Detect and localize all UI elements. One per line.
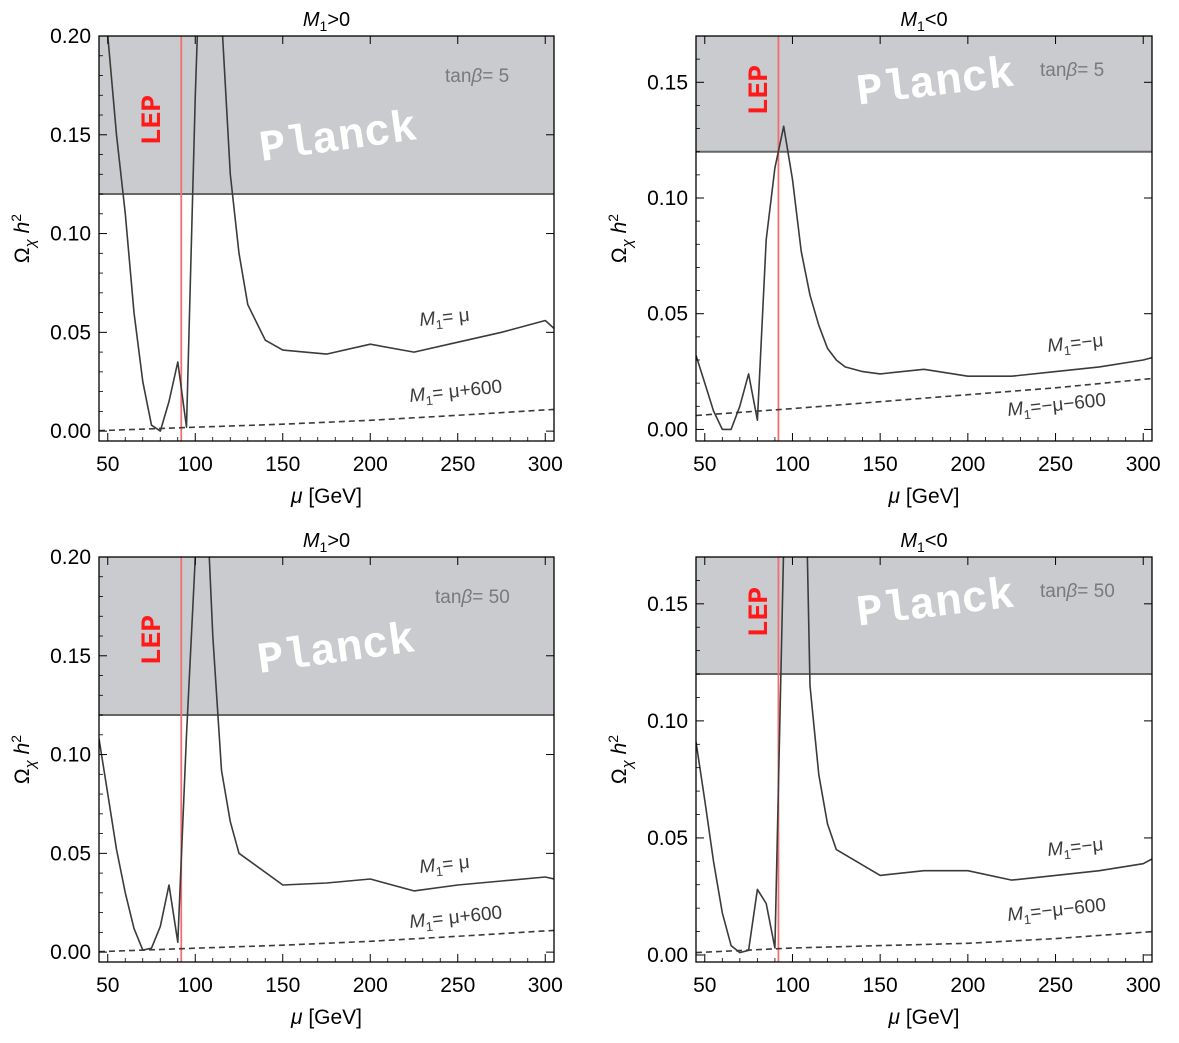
dashed-series-line xyxy=(99,929,554,953)
plot-area xyxy=(99,557,554,953)
x-tick-label: 300 xyxy=(528,453,563,476)
x-tick-label: 150 xyxy=(863,453,898,476)
y-tick-label: 0.10 xyxy=(50,223,91,246)
plot-area xyxy=(99,36,554,432)
lep-label: LEP xyxy=(138,615,169,665)
y-tick-label: 0.00 xyxy=(647,944,688,967)
x-tick-label: 100 xyxy=(775,974,810,997)
solid-series-label: M1=−μ xyxy=(1046,834,1104,864)
x-tick-label: 150 xyxy=(265,974,300,997)
y-tick-label: 0.05 xyxy=(647,827,688,850)
planck-excluded-region xyxy=(99,36,554,195)
solid-series-line xyxy=(106,36,554,432)
solid-series-label: M1=−μ xyxy=(1046,330,1104,360)
y-tick-label: 0.20 xyxy=(50,25,91,48)
x-tick-label: 300 xyxy=(528,974,563,997)
dashed-series-label: M1=−μ−600 xyxy=(1006,895,1107,929)
x-axis-label: μ [GeV] xyxy=(887,485,959,508)
lep-label: LEP xyxy=(745,65,776,115)
chart-title: M1<0 xyxy=(900,530,947,555)
x-tick-label: 200 xyxy=(353,974,388,997)
x-tick-label: 100 xyxy=(178,974,213,997)
planck-excluded-region xyxy=(696,36,1152,152)
y-tick-label: 0.10 xyxy=(647,187,688,210)
plot-frame xyxy=(695,35,1153,442)
y-axis-label: Ωχ h2 xyxy=(8,214,39,263)
y-axis-label: Ωχ h2 xyxy=(605,214,636,263)
lep-label: LEP xyxy=(745,587,776,637)
chart-title: M1>0 xyxy=(303,530,350,555)
dashed-series-line xyxy=(99,408,554,432)
dashed-series-line xyxy=(696,377,1152,417)
chart-title: M1>0 xyxy=(303,9,350,34)
y-tick-label: 0.05 xyxy=(50,842,91,865)
x-axis-label: μ [GeV] xyxy=(290,1006,362,1029)
solid-series-label: M1= μ xyxy=(418,852,471,881)
x-axis-label: μ [GeV] xyxy=(887,1006,959,1029)
x-tick-label: 50 xyxy=(693,974,716,997)
solid-series-line xyxy=(99,557,554,951)
y-tick-label: 0.00 xyxy=(50,941,91,964)
y-tick-label: 0.10 xyxy=(647,710,688,733)
x-tick-label: 100 xyxy=(775,453,810,476)
plot-frame xyxy=(695,556,1153,963)
x-tick-label: 50 xyxy=(96,974,119,997)
x-tick-label: 250 xyxy=(1038,974,1073,997)
x-tick-label: 50 xyxy=(693,453,716,476)
x-tick-label: 200 xyxy=(950,453,985,476)
y-tick-label: 0.10 xyxy=(50,744,91,767)
y-tick-label: 0.15 xyxy=(647,71,688,94)
x-axis-label: μ [GeV] xyxy=(290,485,362,508)
plot-area xyxy=(696,557,1152,954)
chart-panel: 50 100 150 200 250 300 0.00 0.05 0.10 0.15 0.20 M1>… xyxy=(8,9,563,508)
y-tick-label: 0.05 xyxy=(50,321,91,344)
chart-panel: 50 100 150 200 250 300 0.00 0.05 0.10 0.15 M1<0 μ [… xyxy=(605,530,1161,1029)
planck-excluded-region xyxy=(99,557,554,716)
tanbeta-annotation: tanβ= 50 xyxy=(435,587,510,608)
dashed-series-label: M1= μ+600 xyxy=(408,376,503,410)
x-tick-label: 200 xyxy=(950,974,985,997)
x-tick-label: 100 xyxy=(178,453,213,476)
y-tick-label: 0.00 xyxy=(647,418,688,441)
dashed-series-label: M1=−μ−600 xyxy=(1006,390,1107,424)
chart-panel: 50 100 150 200 250 300 0.00 0.05 0.10 0.15 0.20 M1>… xyxy=(8,530,563,1029)
solid-series-line xyxy=(696,125,1152,431)
x-tick-label: 200 xyxy=(353,453,388,476)
solid-series-line xyxy=(696,557,1152,954)
x-tick-label: 150 xyxy=(863,974,898,997)
y-tick-label: 0.15 xyxy=(647,593,688,616)
y-tick-label: 0.05 xyxy=(647,303,688,326)
x-tick-label: 250 xyxy=(440,974,475,997)
dashed-series-label: M1= μ+600 xyxy=(408,902,503,936)
chart-panel: 50 100 150 200 250 300 0.00 0.05 0.10 0.15 M1<0 μ [… xyxy=(605,9,1161,508)
y-tick-label: 0.00 xyxy=(50,420,91,443)
y-tick-label: 0.15 xyxy=(50,124,91,147)
tanbeta-annotation: tanβ= 5 xyxy=(1040,60,1104,81)
plot-frame xyxy=(98,35,555,442)
y-axis-label: Ωχ h2 xyxy=(8,735,39,784)
plot-frame xyxy=(98,556,555,963)
lep-label: LEP xyxy=(138,95,169,145)
chart-title: M1<0 xyxy=(900,9,947,34)
plot-area xyxy=(696,125,1152,431)
x-tick-label: 300 xyxy=(1126,974,1161,997)
x-tick-label: 300 xyxy=(1126,453,1161,476)
tanbeta-annotation: tanβ= 5 xyxy=(445,66,509,87)
x-tick-label: 150 xyxy=(265,453,300,476)
y-tick-label: 0.20 xyxy=(50,546,91,569)
y-axis-label: Ωχ h2 xyxy=(605,735,636,784)
x-tick-label: 250 xyxy=(1038,453,1073,476)
tanbeta-annotation: tanβ= 50 xyxy=(1040,581,1115,602)
x-tick-label: 50 xyxy=(96,453,119,476)
x-tick-label: 250 xyxy=(440,453,475,476)
solid-series-label: M1= μ xyxy=(418,305,471,334)
planck-excluded-region xyxy=(696,557,1152,675)
dashed-series-line xyxy=(696,930,1152,954)
y-tick-label: 0.15 xyxy=(50,645,91,668)
